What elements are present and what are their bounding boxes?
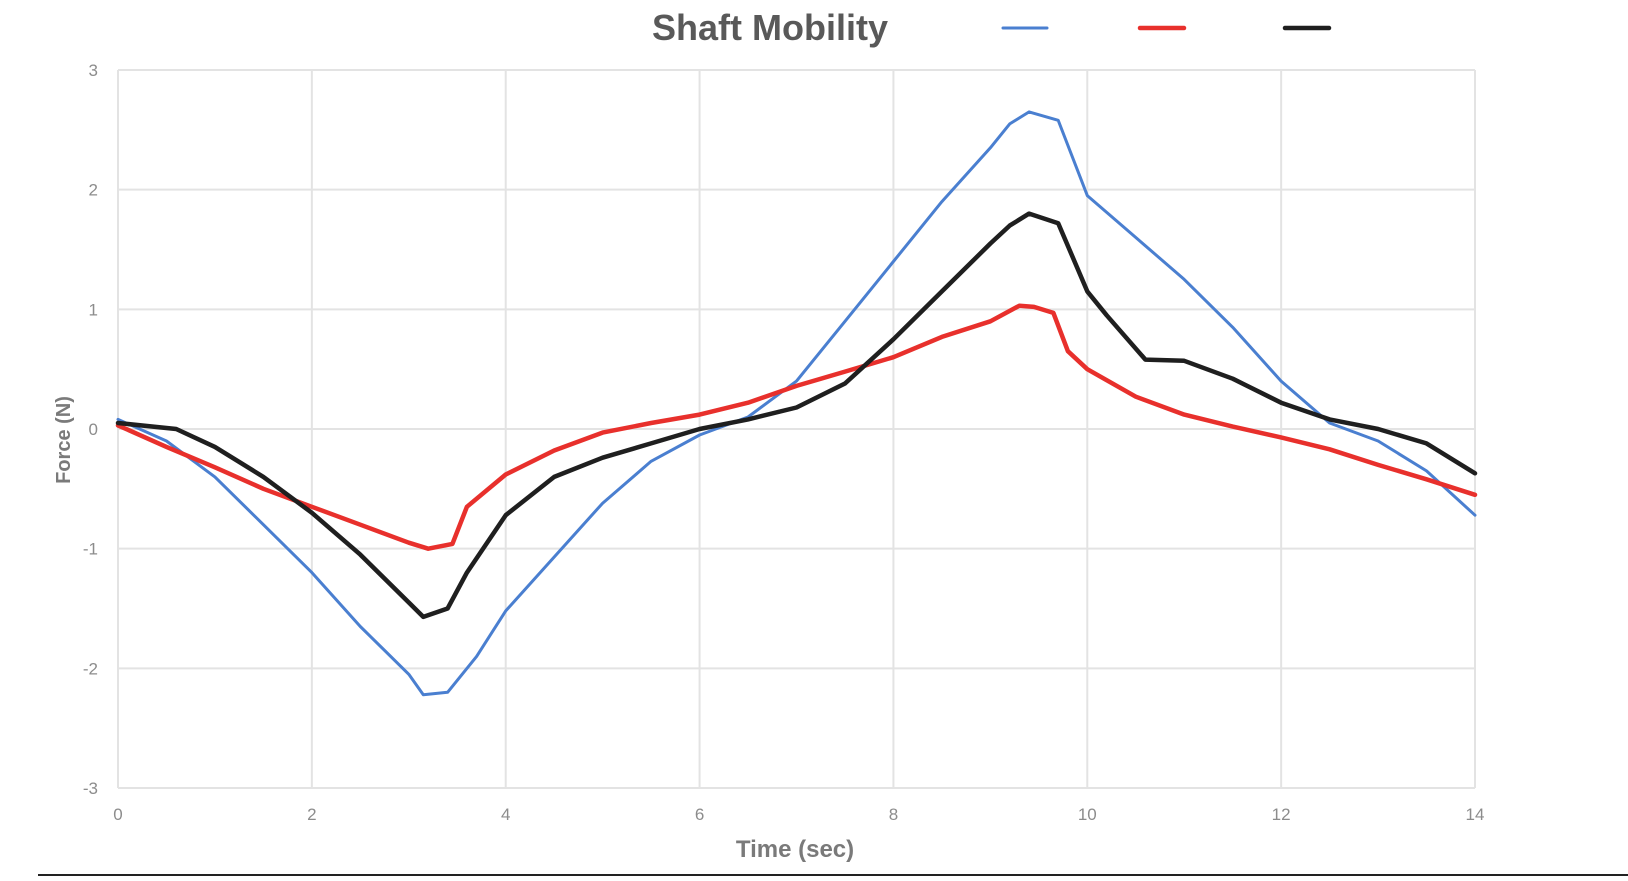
chart-title: Shaft Mobility bbox=[652, 7, 888, 48]
y-tick-label: 3 bbox=[89, 61, 98, 80]
y-tick-label: 0 bbox=[89, 420, 98, 439]
x-tick-label: 12 bbox=[1272, 805, 1291, 824]
series-lines bbox=[115, 110, 1478, 697]
x-tick-label: 8 bbox=[889, 805, 898, 824]
series-line-2 bbox=[115, 303, 1478, 551]
y-axis-ticks: -3 -2 -1 0 1 2 3 bbox=[83, 61, 98, 798]
y-tick-label: -3 bbox=[83, 779, 98, 798]
x-axis-ticks: 0 2 4 6 8 10 12 14 bbox=[113, 805, 1484, 824]
y-tick-label: -2 bbox=[83, 659, 98, 678]
x-tick-label: 14 bbox=[1466, 805, 1485, 824]
gridlines bbox=[117, 69, 1476, 789]
series-line-1 bbox=[116, 110, 1477, 697]
y-tick-label: -1 bbox=[83, 540, 98, 559]
y-tick-label: 2 bbox=[89, 181, 98, 200]
x-tick-label: 4 bbox=[501, 805, 510, 824]
y-axis-title: Force (N) bbox=[53, 396, 75, 484]
x-tick-label: 2 bbox=[307, 805, 316, 824]
y-tick-label: 1 bbox=[89, 300, 98, 319]
x-tick-label: 0 bbox=[113, 805, 122, 824]
x-tick-label: 6 bbox=[695, 805, 704, 824]
bottom-divider bbox=[38, 874, 1628, 876]
x-axis-title: Time (sec) bbox=[736, 836, 854, 863]
x-tick-label: 10 bbox=[1078, 805, 1097, 824]
series-line-3 bbox=[115, 211, 1478, 620]
